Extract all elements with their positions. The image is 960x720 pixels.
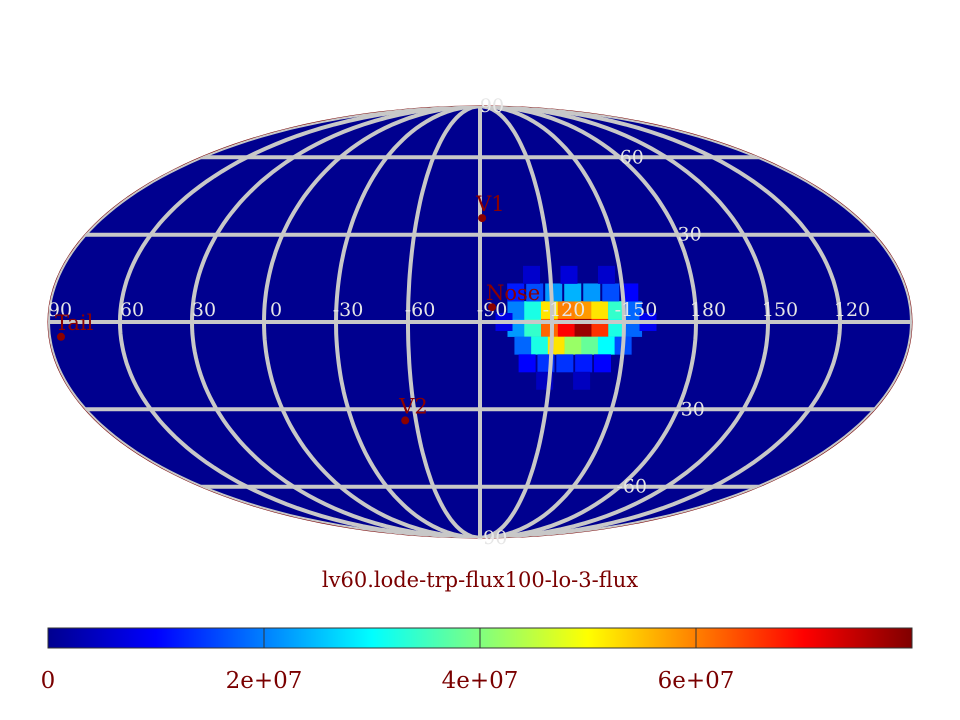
heat-cell <box>560 265 578 284</box>
longitude-label: 150 <box>762 299 798 321</box>
longitude-label: 30 <box>192 299 216 321</box>
marker-dot <box>401 416 410 425</box>
colorbar-tick-label: 6e+07 <box>658 668 735 694</box>
heat-cell <box>531 336 549 355</box>
heat-cell <box>523 265 541 284</box>
heat-cell <box>597 336 615 355</box>
mollweide-map: 60 30 0 -30 -60 -90 -120 -150 180 150 120 90 90 60 30 -… <box>47 95 913 549</box>
heat-cell <box>507 283 525 302</box>
longitude-label: 120 <box>834 299 870 321</box>
heat-cell <box>621 283 639 302</box>
heat-cell <box>597 265 615 284</box>
marker-label: Nose <box>486 281 540 305</box>
heat-cell <box>583 283 601 302</box>
latitude-label: -60 <box>616 476 647 498</box>
marker-label: V1 <box>475 192 505 216</box>
heat-cell <box>574 301 592 320</box>
longitude-label: 90 <box>48 299 72 321</box>
heat-cell <box>514 336 532 355</box>
marker-dot <box>57 332 65 341</box>
colorbar-ticks: 0 2e+07 4e+07 6e+07 <box>41 628 735 694</box>
graticule-labels: 60 30 0 -30 -60 -90 -120 -150 180 150 120 90 90 60 30 -… <box>48 95 870 549</box>
heat-cell <box>524 301 542 320</box>
colorbar: 0 2e+07 4e+07 6e+07 <box>41 627 913 694</box>
heat-cell <box>624 301 642 320</box>
colorbar-tick-label: 0 <box>41 668 56 694</box>
marker-dot <box>478 214 487 223</box>
heat-cell <box>591 301 609 320</box>
marker-dot <box>488 303 496 312</box>
heat-cell <box>575 354 593 373</box>
heat-cell <box>564 283 582 302</box>
latitude-label: 30 <box>678 224 702 246</box>
latitude-label: 90 <box>480 95 504 117</box>
direction-markers: V1 Nose V2 Tail <box>55 192 540 425</box>
marker-label: Tail <box>55 311 94 335</box>
longitude-label: 60 <box>120 299 144 321</box>
latitude-label: -30 <box>674 398 705 420</box>
heat-cell <box>573 371 591 390</box>
latitude-label: -90 <box>477 527 508 549</box>
longitude-label: -150 <box>615 299 658 321</box>
heat-cell <box>557 301 575 320</box>
heat-cell <box>526 283 544 302</box>
colorbar-tick-label: 2e+07 <box>226 668 303 694</box>
hotspot-cells <box>495 265 657 390</box>
heat-cell <box>608 301 626 320</box>
longitude-label: -120 <box>543 299 586 321</box>
heat-cell <box>602 283 620 302</box>
colorbar-tick-label: 4e+07 <box>442 668 519 694</box>
heat-cell <box>581 336 599 355</box>
heat-cell <box>564 336 582 355</box>
latitude-label: 60 <box>620 146 644 168</box>
heat-cell <box>593 354 611 373</box>
heat-cell <box>556 354 574 373</box>
longitude-label: -60 <box>405 299 436 321</box>
heat-cell <box>518 354 536 373</box>
longitude-label: -30 <box>333 299 364 321</box>
longitude-label: 180 <box>690 299 726 321</box>
marker-label: V2 <box>398 394 428 418</box>
longitude-label: 0 <box>270 299 282 321</box>
chart-title: lv60.lode-trp-flux100-lo-3-flux <box>322 568 638 592</box>
